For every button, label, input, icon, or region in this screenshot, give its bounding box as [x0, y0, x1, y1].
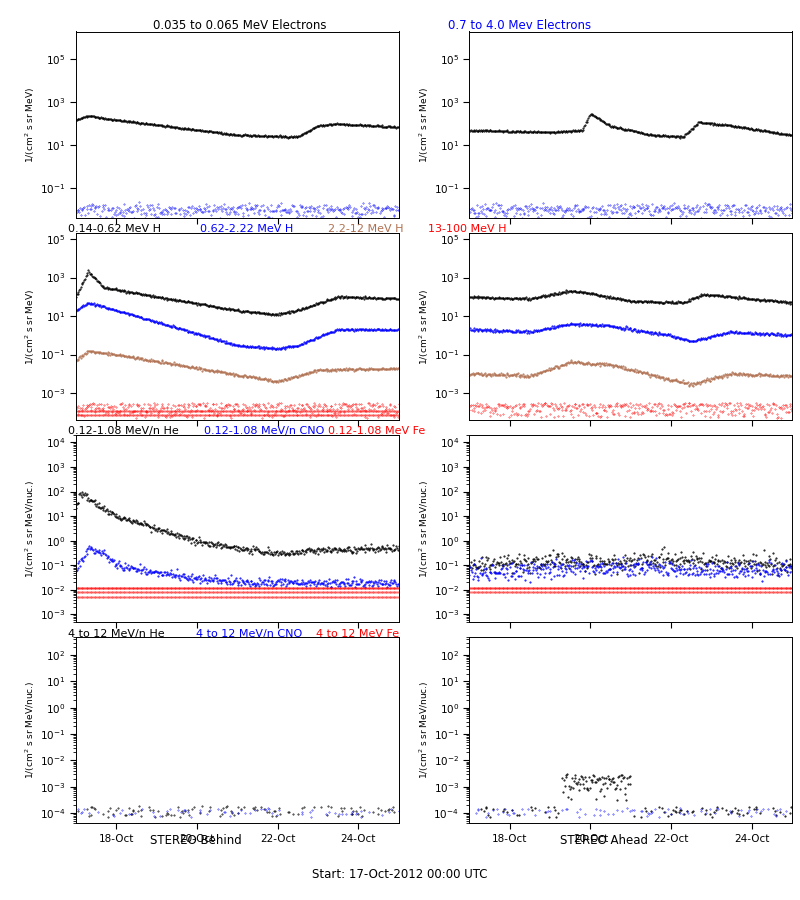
Y-axis label: 1/(cm$^2$ s sr MeV/nuc.): 1/(cm$^2$ s sr MeV/nuc.): [24, 681, 38, 779]
Text: Start: 17-Oct-2012 00:00 UTC: Start: 17-Oct-2012 00:00 UTC: [312, 868, 488, 880]
Text: 4 to 12 MeV Fe: 4 to 12 MeV Fe: [316, 629, 399, 639]
Text: STEREO Behind: STEREO Behind: [150, 834, 242, 847]
Y-axis label: 1/(cm$^2$ s sr MeV): 1/(cm$^2$ s sr MeV): [418, 86, 431, 163]
Text: 0.12-1.08 MeV/n He: 0.12-1.08 MeV/n He: [68, 426, 178, 436]
Y-axis label: 1/(cm$^2$ s sr MeV/nuc.): 1/(cm$^2$ s sr MeV/nuc.): [24, 479, 38, 578]
Text: 0.12-1.08 MeV/n CNO: 0.12-1.08 MeV/n CNO: [204, 426, 324, 436]
Text: 0.12-1.08 MeV Fe: 0.12-1.08 MeV Fe: [328, 426, 426, 436]
Text: 0.035 to 0.065 MeV Electrons: 0.035 to 0.065 MeV Electrons: [154, 19, 326, 32]
Text: 0.62-2.22 MeV H: 0.62-2.22 MeV H: [200, 224, 294, 234]
Text: STEREO Ahead: STEREO Ahead: [560, 834, 648, 847]
Text: 0.14-0.62 MeV H: 0.14-0.62 MeV H: [68, 224, 161, 234]
Y-axis label: 1/(cm$^2$ s sr MeV): 1/(cm$^2$ s sr MeV): [24, 86, 38, 163]
Text: 0.7 to 4.0 Mev Electrons: 0.7 to 4.0 Mev Electrons: [449, 19, 591, 32]
Y-axis label: 1/(cm$^2$ s sr MeV/nuc.): 1/(cm$^2$ s sr MeV/nuc.): [418, 479, 431, 578]
Y-axis label: 1/(cm$^2$ s sr MeV): 1/(cm$^2$ s sr MeV): [418, 289, 431, 365]
Text: 13-100 MeV H: 13-100 MeV H: [428, 224, 506, 234]
Text: 4 to 12 MeV/n He: 4 to 12 MeV/n He: [68, 629, 165, 639]
Y-axis label: 1/(cm$^2$ s sr MeV/nuc.): 1/(cm$^2$ s sr MeV/nuc.): [418, 681, 430, 779]
Text: 4 to 12 MeV/n CNO: 4 to 12 MeV/n CNO: [196, 629, 302, 639]
Y-axis label: 1/(cm$^2$ s sr MeV): 1/(cm$^2$ s sr MeV): [24, 289, 38, 365]
Text: 2.2-12 MeV H: 2.2-12 MeV H: [328, 224, 403, 234]
